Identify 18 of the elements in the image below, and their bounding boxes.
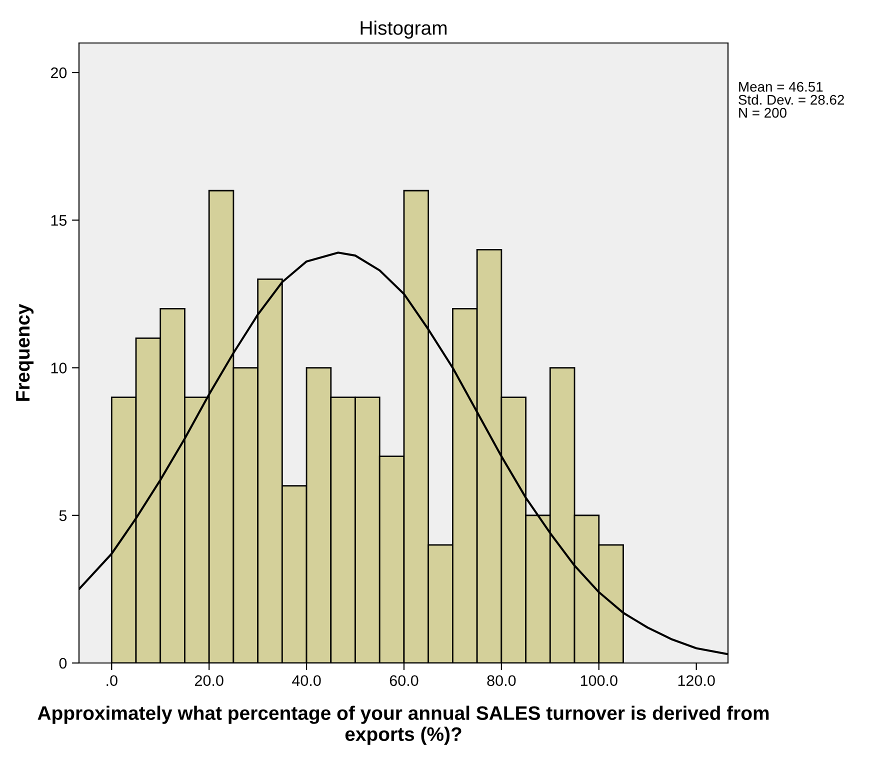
x-tick-label: 40.0	[292, 675, 321, 686]
text: Std. Dev. = 28.62	[738, 94, 844, 105]
y-axis-title: Frequency	[16, 304, 34, 401]
x-tick-label: 100.0	[580, 675, 618, 686]
y-tick-label: 15	[51, 215, 67, 226]
chart-title: Histogram	[360, 20, 447, 39]
text: N = 200	[739, 108, 786, 118]
y-tick-label: 20	[50, 67, 67, 78]
y-tick-label: 5	[59, 510, 67, 522]
x-tick-label: 120.0	[678, 675, 715, 686]
y-tick-label: 10	[51, 362, 67, 374]
y-tick-label: 0	[59, 658, 67, 669]
x-tick-label: 80.0	[487, 675, 516, 686]
x-axis-title: Approximately what percentage of your annual SALES turnover is derived from exports (%)?	[38, 706, 769, 745]
x-tick-label: 60.0	[390, 675, 418, 686]
text: Mean = 46.51	[739, 82, 823, 92]
x-tick-label: 20.0	[194, 675, 224, 686]
x-tick-label: .0	[106, 675, 118, 686]
